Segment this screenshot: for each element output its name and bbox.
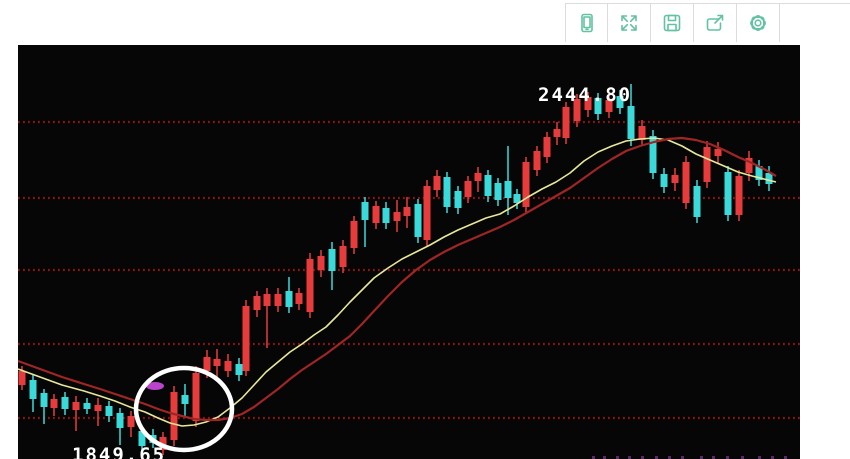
annotations xyxy=(133,365,787,459)
peak-price-label: 2444.80 xyxy=(538,84,632,106)
kline-chart-panel[interactable]: 2444.80 1849.65 xyxy=(18,45,800,459)
gear-icon xyxy=(750,15,766,31)
settings-button[interactable] xyxy=(737,4,780,42)
fullscreen-icon xyxy=(621,15,637,31)
save-icon xyxy=(663,14,681,32)
mobile-icon xyxy=(580,13,593,33)
save-button[interactable] xyxy=(651,4,694,42)
gridlines xyxy=(18,120,800,420)
candlestick-chart[interactable]: 2444.80 1849.65 xyxy=(18,45,800,459)
moving-averages xyxy=(18,136,777,427)
export-button[interactable] xyxy=(694,4,737,42)
fullscreen-button[interactable] xyxy=(608,4,651,42)
export-icon xyxy=(706,14,724,31)
candles xyxy=(18,84,773,455)
trough-price-label: 1849.65 xyxy=(72,444,166,459)
mobile-view-button[interactable] xyxy=(565,4,608,42)
chart-toolbar xyxy=(565,3,850,42)
